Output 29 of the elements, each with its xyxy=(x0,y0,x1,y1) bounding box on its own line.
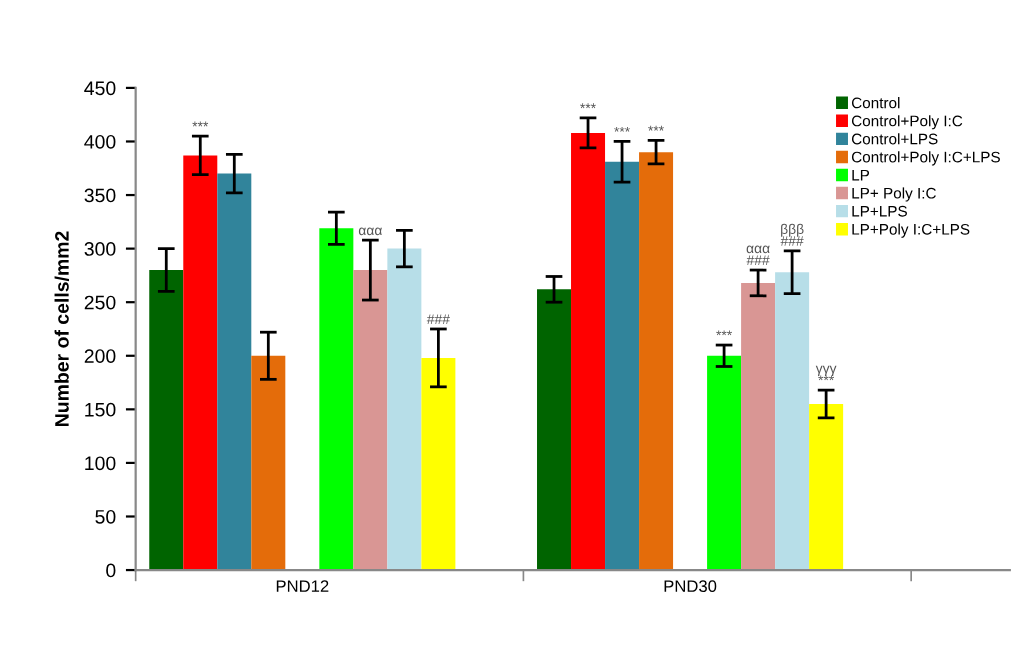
y-tick-label: 250 xyxy=(84,295,116,310)
y-tick-label: 200 xyxy=(84,349,116,364)
bar xyxy=(387,248,422,571)
bar xyxy=(605,161,640,571)
bar xyxy=(353,270,388,571)
bar xyxy=(639,152,674,571)
bar xyxy=(149,270,184,571)
y-tick-label: 50 xyxy=(95,509,116,524)
y-axis-title: Number of cells/mm2 xyxy=(54,231,70,427)
y-tick-label: 300 xyxy=(84,242,116,256)
y-tick-label: 100 xyxy=(85,456,116,471)
bar xyxy=(421,357,456,571)
bar xyxy=(319,228,354,571)
bar xyxy=(217,173,252,571)
x-tick-label: PND30 xyxy=(664,580,717,593)
bar xyxy=(537,289,572,571)
bar xyxy=(183,155,218,571)
bar xyxy=(775,272,810,571)
x-tick-label: PND12 xyxy=(276,580,329,592)
y-tick-label: 350 xyxy=(84,188,116,203)
bar xyxy=(571,132,606,571)
bar xyxy=(707,355,742,571)
bar xyxy=(809,403,844,571)
y-tick-label: 450 xyxy=(84,81,116,96)
y-tick-label: 400 xyxy=(84,134,116,149)
y-tick-label: 150 xyxy=(85,402,116,417)
bar xyxy=(251,355,286,571)
y-tick-label: 0 xyxy=(106,563,116,578)
bar xyxy=(741,282,776,571)
